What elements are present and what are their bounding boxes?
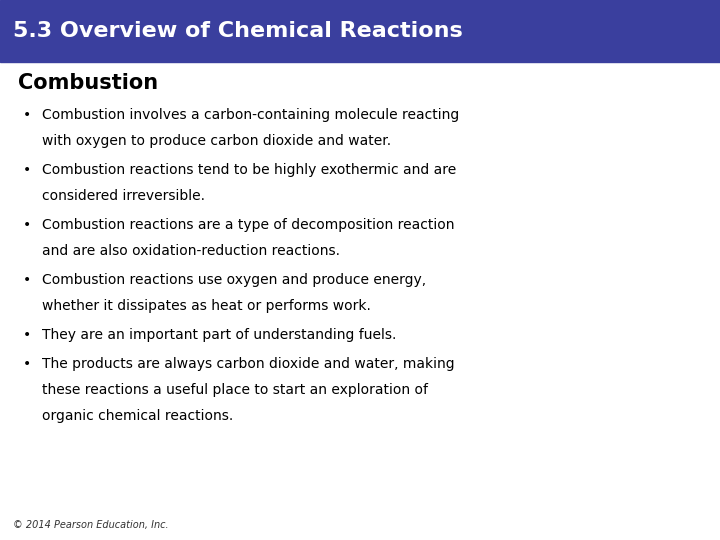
Text: with oxygen to produce carbon dioxide and water.: with oxygen to produce carbon dioxide an… [42,134,391,148]
Text: The products are always carbon dioxide and water, making: The products are always carbon dioxide a… [42,357,454,372]
Text: •: • [23,273,32,287]
Bar [0,0,720,62]
Text: •: • [23,357,32,372]
Text: Combustion reactions tend to be highly exothermic and are: Combustion reactions tend to be highly e… [42,163,456,177]
Text: Combustion reactions use oxygen and produce energy,: Combustion reactions use oxygen and prod… [42,273,426,287]
Text: •: • [23,218,32,232]
Text: © 2014 Pearson Education, Inc.: © 2014 Pearson Education, Inc. [13,520,168,530]
Text: Combustion: Combustion [18,73,158,93]
Text: Combustion involves a carbon-containing molecule reacting: Combustion involves a carbon-containing … [42,108,459,122]
Text: They are an important part of understanding fuels.: They are an important part of understand… [42,328,396,342]
Text: considered irreversible.: considered irreversible. [42,189,204,203]
Text: •: • [23,163,32,177]
Text: organic chemical reactions.: organic chemical reactions. [42,409,233,423]
Text: Combustion reactions are a type of decomposition reaction: Combustion reactions are a type of decom… [42,218,454,232]
Text: •: • [23,108,32,122]
Text: 5.3 Overview of Chemical Reactions: 5.3 Overview of Chemical Reactions [13,21,463,41]
Text: and are also oxidation-reduction reactions.: and are also oxidation-reduction reactio… [42,244,340,258]
Text: whether it dissipates as heat or performs work.: whether it dissipates as heat or perform… [42,299,371,313]
Text: •: • [23,328,32,342]
Text: these reactions a useful place to start an exploration of: these reactions a useful place to start … [42,383,428,397]
